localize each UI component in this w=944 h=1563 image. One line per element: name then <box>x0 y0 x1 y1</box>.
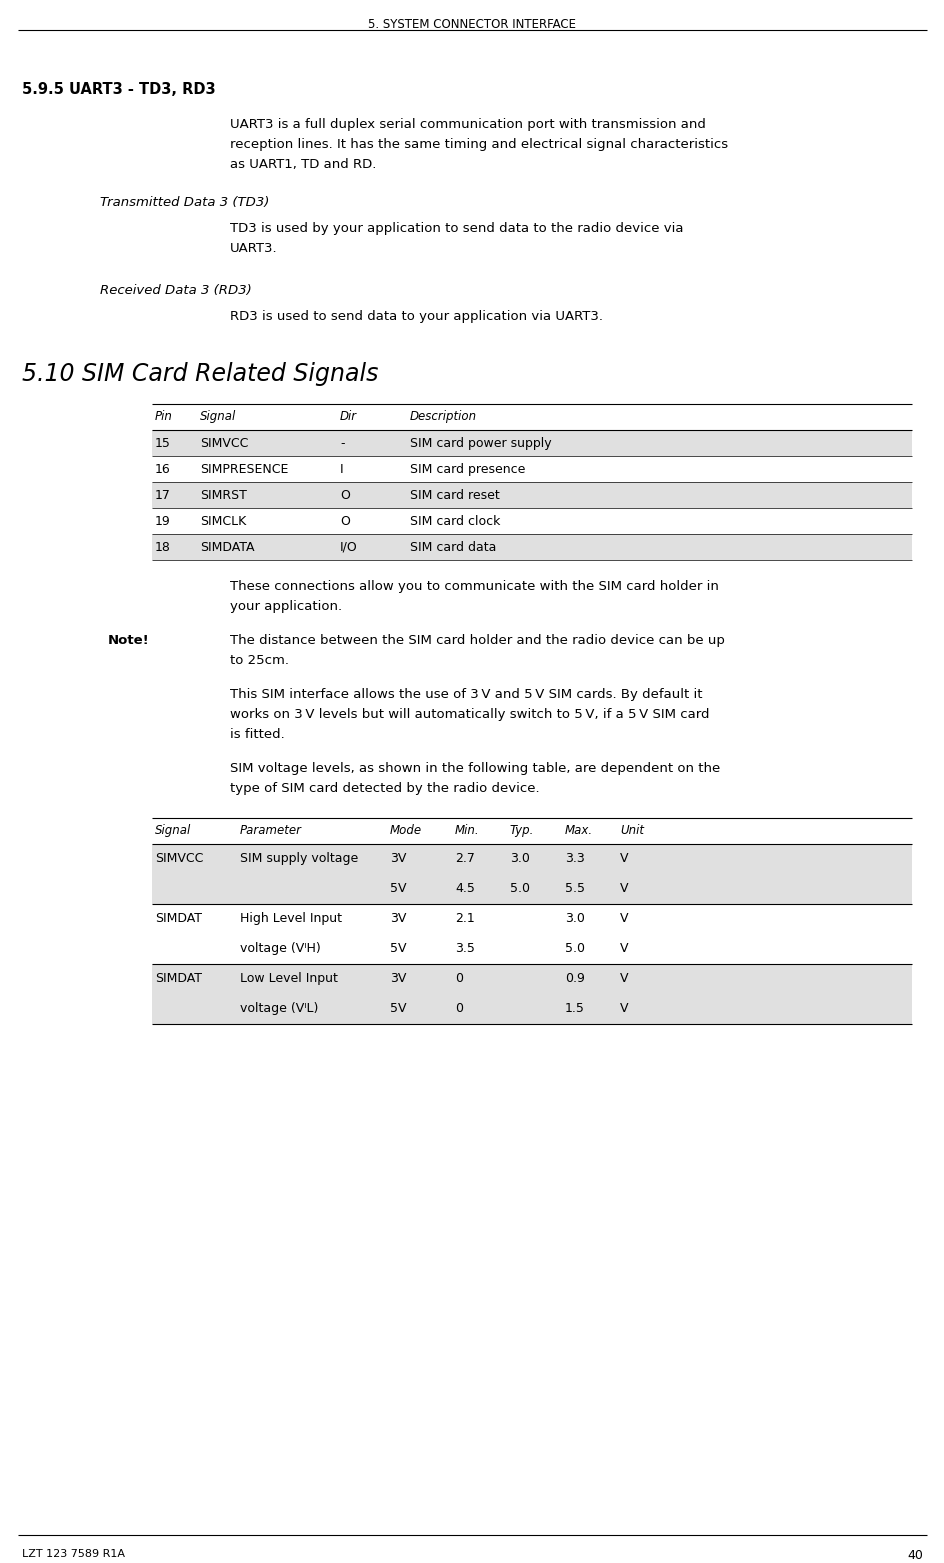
Text: V: V <box>619 1002 628 1014</box>
Text: Max.: Max. <box>565 824 593 838</box>
Text: 3.5: 3.5 <box>454 942 475 955</box>
Text: works on 3 V levels but will automatically switch to 5 V, if a 5 V SIM card: works on 3 V levels but will automatical… <box>229 708 709 721</box>
Text: 5.0: 5.0 <box>510 882 530 896</box>
Text: O: O <box>340 514 349 528</box>
Text: SIM supply voltage: SIM supply voltage <box>240 852 358 864</box>
Text: 5V: 5V <box>390 882 406 896</box>
Text: as UART1, TD and RD.: as UART1, TD and RD. <box>229 158 376 170</box>
Text: 0: 0 <box>454 1002 463 1014</box>
Text: is fitted.: is fitted. <box>229 728 284 741</box>
Text: reception lines. It has the same timing and electrical signal characteristics: reception lines. It has the same timing … <box>229 138 728 152</box>
Text: 5V: 5V <box>390 1002 406 1014</box>
Text: 16: 16 <box>155 463 171 477</box>
Text: SIMDAT: SIMDAT <box>155 972 202 985</box>
Text: 40: 40 <box>906 1549 922 1561</box>
Text: 15: 15 <box>155 438 171 450</box>
Text: 3.3: 3.3 <box>565 852 584 864</box>
Text: I/O: I/O <box>340 541 358 553</box>
Text: O: O <box>340 489 349 502</box>
Bar <box>152 964 911 1024</box>
Text: -: - <box>340 438 345 450</box>
Text: I: I <box>340 463 344 477</box>
Text: 5V: 5V <box>390 942 406 955</box>
Text: SIMDAT: SIMDAT <box>155 911 202 925</box>
Text: voltage (VᴵH): voltage (VᴵH) <box>240 942 320 955</box>
Text: 2.7: 2.7 <box>454 852 475 864</box>
Text: SIMPRESENCE: SIMPRESENCE <box>200 463 288 477</box>
Text: The distance between the SIM card holder and the radio device can be up: The distance between the SIM card holder… <box>229 635 724 647</box>
Text: Signal: Signal <box>155 824 191 838</box>
Text: SIMDATA: SIMDATA <box>200 541 254 553</box>
Text: 5.5: 5.5 <box>565 882 584 896</box>
Text: 17: 17 <box>155 489 171 502</box>
Text: 5.10 SIM Card Related Signals: 5.10 SIM Card Related Signals <box>22 363 378 386</box>
Text: your application.: your application. <box>229 600 342 613</box>
Text: Note!: Note! <box>108 635 149 647</box>
Text: 19: 19 <box>155 514 171 528</box>
Text: 5. SYSTEM CONNECTOR INTERFACE: 5. SYSTEM CONNECTOR INTERFACE <box>368 19 576 31</box>
Text: Pin: Pin <box>155 410 173 424</box>
Text: LZT 123 7589 R1A: LZT 123 7589 R1A <box>22 1549 125 1558</box>
Text: SIM card presence: SIM card presence <box>410 463 525 477</box>
Text: 18: 18 <box>155 541 171 553</box>
Text: 5.9.5 UART3 - TD3, RD3: 5.9.5 UART3 - TD3, RD3 <box>22 81 215 97</box>
Text: SIM card clock: SIM card clock <box>410 514 499 528</box>
Text: 5.0: 5.0 <box>565 942 584 955</box>
Text: UART3.: UART3. <box>229 242 278 255</box>
Text: SIMCLK: SIMCLK <box>200 514 246 528</box>
Text: This SIM interface allows the use of 3 V and 5 V SIM cards. By default it: This SIM interface allows the use of 3 V… <box>229 688 701 700</box>
Text: 4.5: 4.5 <box>454 882 475 896</box>
Text: Mode: Mode <box>390 824 422 838</box>
Text: Transmitted Data 3 (TD3): Transmitted Data 3 (TD3) <box>100 195 269 209</box>
Bar <box>152 844 911 903</box>
Text: Typ.: Typ. <box>510 824 533 838</box>
Text: UART3 is a full duplex serial communication port with transmission and: UART3 is a full duplex serial communicat… <box>229 117 705 131</box>
Bar <box>152 430 911 456</box>
Text: 3V: 3V <box>390 972 406 985</box>
Text: SIM card data: SIM card data <box>410 541 496 553</box>
Text: SIMVCC: SIMVCC <box>155 852 203 864</box>
Text: V: V <box>619 942 628 955</box>
Text: V: V <box>619 972 628 985</box>
Text: 3.0: 3.0 <box>510 852 530 864</box>
Text: 3.0: 3.0 <box>565 911 584 925</box>
Text: 2.1: 2.1 <box>454 911 474 925</box>
Text: SIM card reset: SIM card reset <box>410 489 499 502</box>
Text: V: V <box>619 882 628 896</box>
Text: SIM card power supply: SIM card power supply <box>410 438 551 450</box>
Text: Low Level Input: Low Level Input <box>240 972 338 985</box>
Text: 0: 0 <box>454 972 463 985</box>
Text: SIM voltage levels, as shown in the following table, are dependent on the: SIM voltage levels, as shown in the foll… <box>229 763 719 775</box>
Text: Min.: Min. <box>454 824 480 838</box>
Text: 0.9: 0.9 <box>565 972 584 985</box>
Text: V: V <box>619 852 628 864</box>
Text: These connections allow you to communicate with the SIM card holder in: These connections allow you to communica… <box>229 580 718 592</box>
Text: Description: Description <box>410 410 477 424</box>
Text: Received Data 3 (RD3): Received Data 3 (RD3) <box>100 284 251 297</box>
Text: SIMRST: SIMRST <box>200 489 246 502</box>
Text: Unit: Unit <box>619 824 643 838</box>
Text: SIMVCC: SIMVCC <box>200 438 248 450</box>
Text: 3V: 3V <box>390 911 406 925</box>
Text: TD3 is used by your application to send data to the radio device via: TD3 is used by your application to send … <box>229 222 683 234</box>
Bar <box>152 535 911 560</box>
Text: V: V <box>619 911 628 925</box>
Text: Signal: Signal <box>200 410 236 424</box>
Text: Parameter: Parameter <box>240 824 302 838</box>
Text: to 25cm.: to 25cm. <box>229 653 289 667</box>
Bar <box>152 481 911 508</box>
Text: voltage (VᴵL): voltage (VᴵL) <box>240 1002 318 1014</box>
Text: RD3 is used to send data to your application via UART3.: RD3 is used to send data to your applica… <box>229 309 602 324</box>
Text: 1.5: 1.5 <box>565 1002 584 1014</box>
Text: type of SIM card detected by the radio device.: type of SIM card detected by the radio d… <box>229 782 539 796</box>
Text: 3V: 3V <box>390 852 406 864</box>
Text: Dir: Dir <box>340 410 357 424</box>
Text: High Level Input: High Level Input <box>240 911 342 925</box>
